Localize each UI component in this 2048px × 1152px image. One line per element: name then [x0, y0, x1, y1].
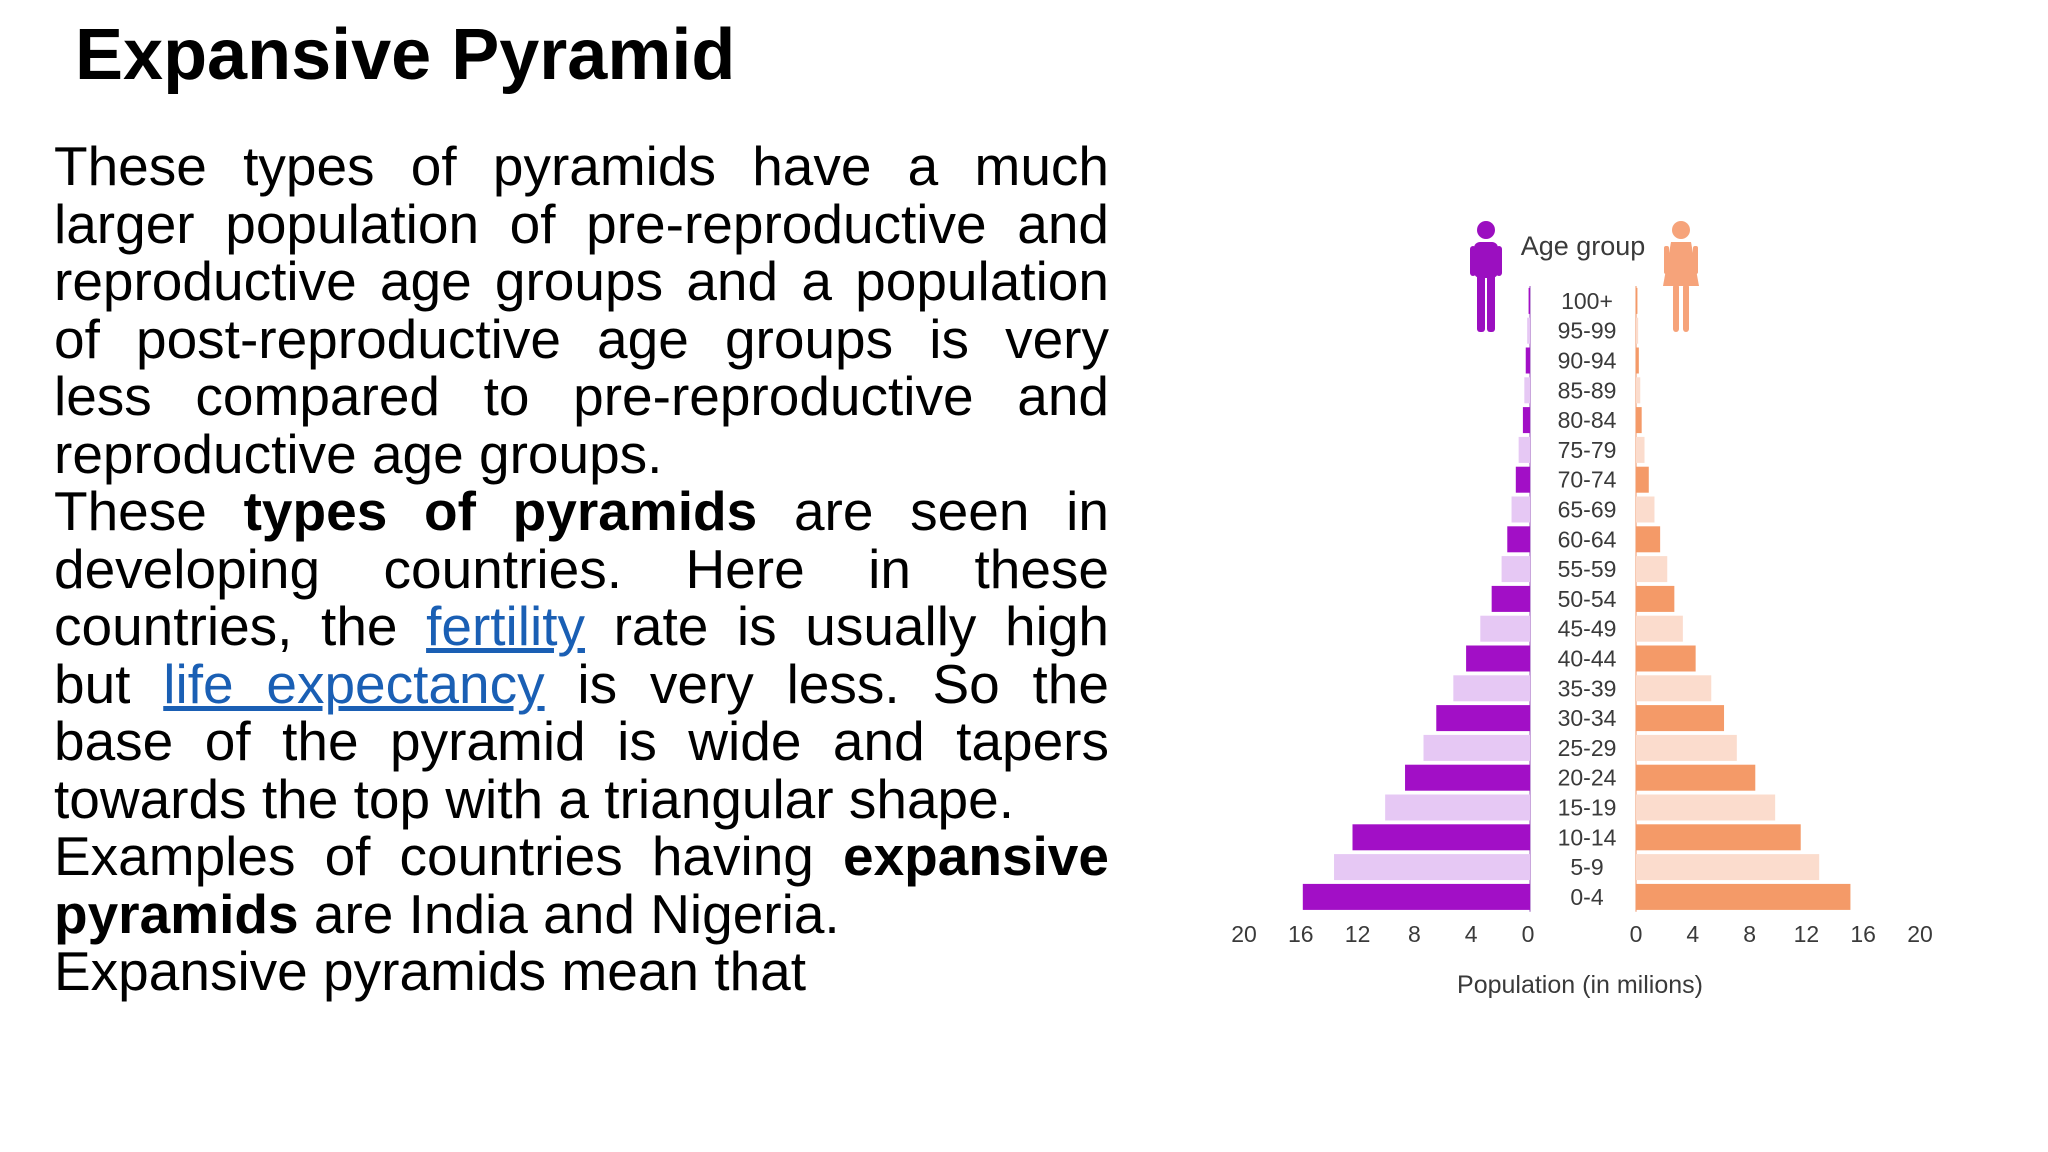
x-axis-label: Population (in milions) — [1457, 971, 1703, 999]
bold-text: types of pyramids — [243, 480, 758, 542]
male-bar-10-14 — [1352, 824, 1530, 851]
age-label-85-89: 85-89 — [1558, 377, 1617, 403]
bullet-text: These types of pyramids have a much larg… — [54, 138, 1109, 485]
bullet-item: Examples of countries having expansive p… — [54, 825, 1109, 945]
age-label-10-14: 10-14 — [1558, 824, 1617, 850]
male-bar-45-49 — [1480, 615, 1530, 642]
x-tick-left: 8 — [1408, 921, 1421, 947]
x-tick-right: 12 — [1794, 921, 1820, 947]
x-tick-right: 4 — [1686, 921, 1699, 947]
female-bar-85-89 — [1636, 377, 1641, 404]
x-tick-right: 20 — [1907, 921, 1933, 947]
bullet-text: These — [54, 480, 244, 542]
male-bar-75-79 — [1518, 436, 1530, 463]
x-tick-right: 16 — [1850, 921, 1876, 947]
slide-title: Expansive Pyramid — [75, 15, 736, 95]
female-figure-icon — [1663, 221, 1699, 332]
age-label-80-84: 80-84 — [1558, 407, 1617, 433]
bullet-item: Expansive pyramids mean that — [54, 940, 1109, 1002]
chart-title: Age group — [1521, 231, 1646, 261]
bullet-list: These types of pyramids have a much larg… — [54, 138, 1109, 1152]
female-bar-55-59 — [1636, 556, 1668, 583]
age-label-15-19: 15-19 — [1558, 795, 1617, 821]
x-tick-right: 8 — [1743, 921, 1756, 947]
male-bar-25-29 — [1423, 734, 1530, 761]
female-bar-15-19 — [1636, 794, 1776, 821]
age-label-25-29: 25-29 — [1558, 735, 1617, 761]
age-label-0-4: 0-4 — [1570, 884, 1603, 910]
male-bar-5-9 — [1334, 854, 1530, 881]
female-bar-65-69 — [1636, 496, 1655, 523]
male-bar-65-69 — [1511, 496, 1530, 523]
age-label-30-34: 30-34 — [1558, 705, 1617, 731]
bullet-text: is very less. So the base of the pyramid… — [54, 652, 1109, 830]
male-bar-90-94 — [1525, 347, 1530, 374]
chart-svg: 100+ 95-99 90-94 85-89 80-84 75-79 70-74 65-69 6… — [1231, 221, 1933, 999]
bullet-text: Examples of countries having — [54, 825, 843, 887]
age-label-100+: 100+ — [1561, 288, 1613, 314]
female-bar-20-24 — [1636, 764, 1756, 791]
female-bar-90-94 — [1636, 347, 1639, 374]
male-bar-60-64 — [1507, 526, 1530, 553]
female-bar-50-54 — [1636, 585, 1675, 612]
bullet-text: are seen in developing countries. Here i… — [54, 480, 1109, 657]
female-bar-100+ — [1636, 287, 1638, 314]
age-label-5-9: 5-9 — [1570, 854, 1603, 880]
female-bar-30-34 — [1636, 705, 1725, 732]
male-bar-100+ — [1528, 287, 1530, 314]
age-label-65-69: 65-69 — [1558, 497, 1617, 523]
x-tick-left: 16 — [1288, 921, 1314, 947]
female-bar-40-44 — [1636, 645, 1696, 672]
male-bar-0-4 — [1302, 883, 1530, 910]
female-bar-10-14 — [1636, 824, 1801, 851]
bullet-item: These types of pyramids are seen in deve… — [54, 480, 1109, 830]
bullet-item: These types of pyramids have a much larg… — [54, 138, 1109, 483]
female-bar-0-4 — [1636, 883, 1851, 910]
male-bar-70-74 — [1515, 466, 1530, 493]
age-label-55-59: 55-59 — [1558, 556, 1617, 582]
male-bar-35-39 — [1453, 675, 1530, 702]
male-bar-80-84 — [1522, 407, 1530, 434]
female-bar-25-29 — [1636, 734, 1737, 761]
x-tick-left: 4 — [1465, 921, 1478, 947]
link-fertility[interactable]: fertility — [426, 595, 585, 657]
x-tick-left: 20 — [1231, 921, 1257, 947]
age-label-95-99: 95-99 — [1558, 318, 1617, 344]
male-figure-icon — [1470, 221, 1502, 332]
age-label-90-94: 90-94 — [1558, 348, 1617, 374]
bullet-text: rate is usually high but — [54, 595, 1109, 715]
female-bar-70-74 — [1636, 466, 1649, 493]
x-tick-left: 0 — [1522, 921, 1535, 947]
age-label-20-24: 20-24 — [1558, 765, 1617, 791]
population-pyramid-chart: 100+ 95-99 90-94 85-89 80-84 75-79 70-74 65-69 6… — [1140, 200, 2040, 1020]
male-bar-30-34 — [1436, 705, 1530, 732]
link-life-expectancy[interactable]: life expectancy — [163, 652, 545, 715]
x-tick-left: 12 — [1345, 921, 1371, 947]
age-label-40-44: 40-44 — [1558, 646, 1617, 672]
male-bar-15-19 — [1385, 794, 1530, 821]
age-label-45-49: 45-49 — [1558, 616, 1617, 642]
female-bar-45-49 — [1636, 615, 1683, 642]
age-label-35-39: 35-39 — [1558, 675, 1617, 701]
bullet-text: Expansive pyramids mean that — [54, 940, 807, 1002]
female-bar-80-84 — [1636, 407, 1642, 434]
female-bar-95-99 — [1636, 317, 1639, 344]
female-bar-60-64 — [1636, 526, 1661, 553]
bold-text: expansive pyramids — [54, 825, 1109, 945]
age-label-75-79: 75-79 — [1558, 437, 1617, 463]
male-bar-20-24 — [1405, 764, 1530, 791]
age-label-70-74: 70-74 — [1558, 467, 1617, 493]
male-bar-50-54 — [1491, 585, 1530, 612]
female-bar-35-39 — [1636, 675, 1712, 702]
male-bar-85-89 — [1524, 377, 1530, 404]
age-label-60-64: 60-64 — [1558, 526, 1617, 552]
female-bar-5-9 — [1636, 854, 1820, 881]
female-bar-75-79 — [1636, 436, 1645, 463]
male-bar-40-44 — [1466, 645, 1530, 672]
bullet-text: are India and Nigeria. — [298, 882, 840, 945]
age-label-50-54: 50-54 — [1558, 586, 1617, 612]
x-tick-right: 0 — [1630, 921, 1643, 947]
male-bar-95-99 — [1527, 317, 1530, 344]
male-bar-55-59 — [1501, 556, 1530, 583]
